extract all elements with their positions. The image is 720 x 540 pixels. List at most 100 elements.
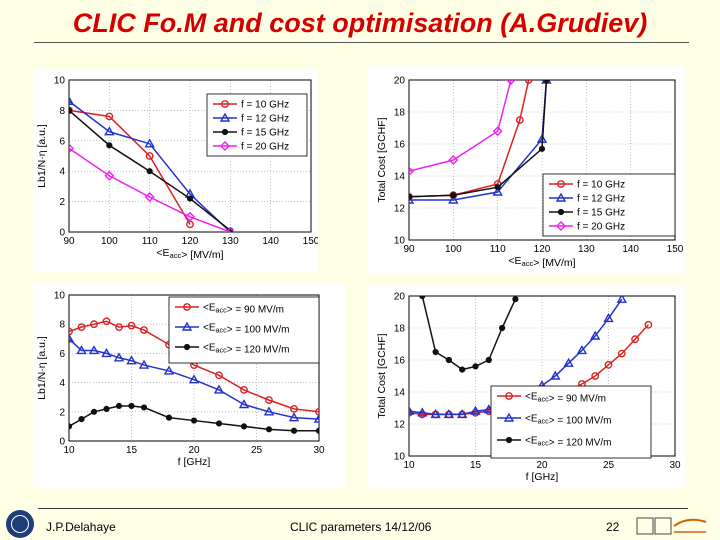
y-tick-label: 6 <box>59 349 65 360</box>
x-tick-label: 15 <box>470 460 482 471</box>
chart-cost-vs-freq: 10 15 20 25 30 10 12 14 16 18 20 f [GHz] Total Cost … <box>367 286 685 488</box>
legend-label: <Eacc> = 100 MV/m <box>203 323 290 336</box>
data-point <box>69 106 73 115</box>
y-tick-label: 0 <box>59 228 65 239</box>
legend-marker <box>505 436 513 444</box>
data-point <box>543 80 550 84</box>
data-point <box>69 143 74 154</box>
legend-marker <box>221 128 229 136</box>
data-point <box>128 402 135 410</box>
data-point <box>88 345 100 355</box>
data-point <box>69 95 75 105</box>
footer-author: J.P.Delahaye <box>46 520 116 534</box>
data-point <box>409 405 415 415</box>
data-point <box>290 404 298 413</box>
data-point <box>616 296 628 303</box>
x-tick-label: 100 <box>445 244 462 255</box>
legend-marker <box>503 412 515 422</box>
legend-label: f = 10 GHz <box>241 100 289 111</box>
data-point <box>485 356 492 364</box>
title-underline <box>34 42 689 43</box>
legend-label: f = 12 GHz <box>241 114 289 125</box>
x-tick-label: 15 <box>126 445 138 456</box>
y-tick-label: 0 <box>59 437 65 448</box>
series-line <box>409 80 530 198</box>
data-point <box>538 145 546 152</box>
legend-marker <box>183 343 191 351</box>
y-tick-label: 20 <box>394 76 406 87</box>
legend-marker <box>556 221 566 231</box>
legend-marker <box>181 321 193 331</box>
series-line <box>69 100 231 232</box>
x-tick-label: 25 <box>251 445 263 456</box>
data-point <box>472 363 479 370</box>
y-tick-label: 14 <box>394 388 406 399</box>
data-point <box>69 333 75 343</box>
data-point <box>288 412 300 422</box>
data-point <box>515 116 524 124</box>
data-point <box>215 420 223 427</box>
data-point <box>78 416 85 423</box>
legend-label: f = 20 GHz <box>241 142 289 153</box>
y-axis-label: Total Cost [GCHF] <box>376 333 388 418</box>
data-point <box>550 370 561 380</box>
series-1 <box>69 333 319 423</box>
chart-cost-vs-eacc-svg: 90 100 110 120 130 140 150 10 12 14 16 18 20 <Eacc> [… <box>376 76 684 270</box>
data-point <box>238 399 250 409</box>
x-tick-label: 10 <box>63 445 75 456</box>
legend-label: <Eacc> = 120 MV/m <box>203 343 290 356</box>
data-point <box>459 366 466 373</box>
legend-marker <box>555 192 567 202</box>
data-point <box>146 168 153 175</box>
legend: <Eacc> = 90 MV/m <Eacc> = 100 MV/m <Eacc> … <box>168 296 320 364</box>
data-point <box>315 427 319 434</box>
data-point <box>240 386 248 394</box>
legend-marker <box>505 392 513 400</box>
data-point <box>69 107 73 114</box>
slide-title: CLIC Fo.M and cost optimisation (A.Grudi… <box>72 8 648 38</box>
legend-label: f = 20 GHz <box>577 222 625 233</box>
data-point <box>448 194 459 204</box>
data-point <box>115 323 123 332</box>
legend: f = 10 GHz f = 12 GHz f = 15 GHz f = 20 GHz <box>206 93 308 157</box>
y-tick-label: 18 <box>394 324 406 335</box>
cern-logo <box>6 510 34 538</box>
data-point <box>589 330 601 340</box>
series-line <box>69 109 191 225</box>
data-point <box>69 423 73 430</box>
data-point <box>492 186 503 196</box>
series-2 <box>69 402 319 434</box>
data-point <box>409 166 414 177</box>
x-tick-label: 150 <box>303 236 318 247</box>
x-tick-label: 120 <box>182 236 199 247</box>
data-point <box>77 323 86 332</box>
series-line <box>409 80 548 198</box>
x-tick-label: 110 <box>142 236 158 247</box>
x-axis-label: <Eacc> [MV/m] <box>508 255 575 269</box>
data-point <box>617 349 626 358</box>
legend-label: f = 15 GHz <box>241 128 289 139</box>
data-point <box>512 296 519 303</box>
series-2 <box>409 80 550 200</box>
series-2 <box>69 107 234 232</box>
data-point <box>186 195 194 202</box>
y-tick-label: 16 <box>394 356 406 367</box>
data-point <box>126 355 137 365</box>
legend-label: <Eacc> = 90 MV/m <box>203 303 284 316</box>
y-tick-label: 16 <box>394 140 406 151</box>
x-tick-label: 110 <box>490 244 506 255</box>
legend-marker <box>557 208 565 216</box>
data-point <box>190 417 198 424</box>
data-point <box>144 138 155 148</box>
legend-marker <box>219 112 231 122</box>
data-point <box>631 335 639 344</box>
data-point <box>430 408 441 419</box>
data-point <box>213 384 225 394</box>
data-point <box>265 396 273 405</box>
x-tick-label: 10 <box>403 460 415 471</box>
data-point <box>263 406 275 416</box>
data-point <box>419 296 426 300</box>
data-point <box>576 344 588 355</box>
chart-fom-vs-eacc-svg: 90 100 110 120 130 140 150 0 2 4 6 8 10 <Eacc> [MV/m]… <box>36 76 318 262</box>
